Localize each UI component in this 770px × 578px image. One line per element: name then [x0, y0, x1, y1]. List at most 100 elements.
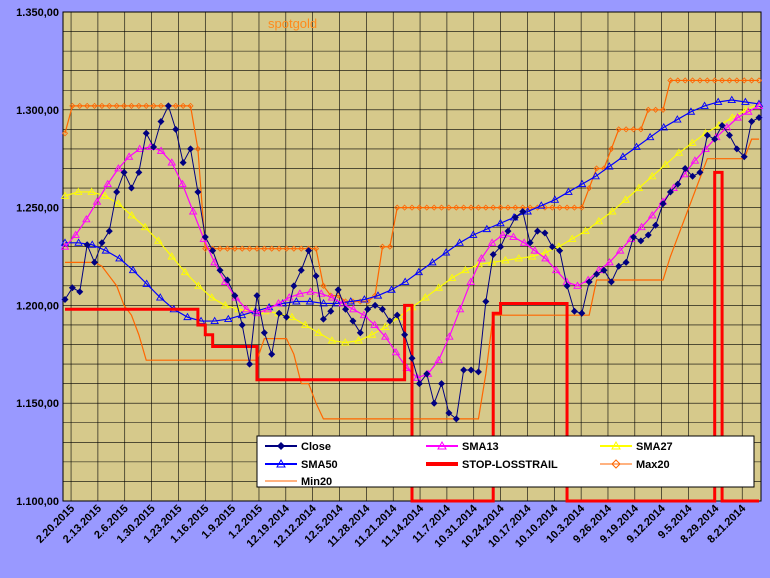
data-point-max20 [733, 77, 740, 84]
data-point-sma27 [474, 259, 484, 268]
data-point-sma13 [327, 293, 337, 301]
data-point-close [445, 409, 453, 417]
data-point-close [305, 247, 313, 255]
data-point-close [452, 415, 460, 423]
data-point-close [68, 284, 76, 292]
data-point-close [607, 278, 615, 286]
data-point-close [378, 305, 386, 313]
data-point-sma27 [114, 199, 123, 207]
data-point-sma13 [541, 254, 550, 262]
data-point-sma50 [577, 179, 587, 188]
data-point-sma50 [550, 195, 560, 203]
y-tick-label: 1.300,00 [16, 105, 59, 117]
data-point-sma50 [87, 240, 97, 248]
data-point-sma27 [567, 234, 577, 242]
data-point-sma13 [60, 242, 70, 250]
data-point-max20 [135, 102, 142, 109]
data-point-close [260, 329, 268, 337]
data-point-max20 [578, 204, 585, 211]
data-point-sma13 [370, 320, 379, 328]
data-point-sma27 [367, 330, 377, 338]
data-point-sma50 [292, 297, 301, 305]
data-point-max20 [216, 245, 224, 252]
y-tick-label: 1.200,00 [16, 300, 59, 312]
data-point-close [231, 292, 239, 300]
data-point-sma27 [527, 252, 537, 260]
data-point-close [297, 266, 305, 274]
data-point-sma50 [183, 312, 192, 321]
data-point-sma13 [103, 179, 112, 188]
data-point-max20 [386, 243, 393, 250]
data-point-sma50 [251, 306, 260, 315]
legend-entry-sma50: SMA50 [265, 458, 338, 471]
data-point-max20 [593, 165, 600, 172]
data-point-sma13 [573, 281, 582, 289]
data-point-max20 [467, 204, 475, 211]
data-point-close [622, 258, 630, 266]
data-point-sma50 [523, 207, 532, 215]
y-tick-label: 1.100,00 [16, 496, 59, 508]
data-point-close [150, 143, 158, 151]
data-point-sma50 [441, 248, 451, 256]
data-point-max20 [246, 245, 253, 252]
data-point-sma27 [220, 301, 230, 309]
data-point-sma27 [154, 236, 163, 244]
data-point-sma13 [466, 277, 476, 285]
data-point-sma50 [482, 224, 492, 233]
series-close [61, 102, 763, 423]
data-point-sma13 [744, 107, 753, 115]
data-point-max20 [563, 204, 571, 211]
data-point-close [393, 311, 401, 319]
data-point-sma27 [60, 191, 70, 199]
data-point-sma50 [128, 265, 138, 274]
data-point-sma50 [224, 314, 233, 323]
data-point-close [238, 321, 246, 329]
data-point-sma13 [754, 101, 764, 109]
data-point-max20 [490, 204, 497, 211]
data-point-sma13 [338, 299, 347, 307]
legend-label-stop-loss-trail: STOP-LOSSTRAIL [462, 459, 558, 471]
data-point-max20 [645, 106, 652, 113]
data-point-sma27 [621, 195, 630, 203]
series-line-stop-losstrail [65, 170, 759, 503]
data-point-sma50 [659, 123, 669, 131]
data-point-max20 [556, 204, 563, 211]
legend-label-max20: Max20 [636, 459, 670, 471]
data-point-close [157, 118, 165, 126]
data-point-sma13 [263, 304, 273, 313]
data-point-sma13 [92, 197, 102, 205]
data-point-max20 [276, 245, 283, 252]
data-point-max20 [696, 77, 704, 84]
data-point-sma27 [180, 267, 190, 276]
data-point-close [541, 229, 549, 237]
data-point-max20 [253, 245, 261, 252]
data-point-close [526, 239, 534, 247]
data-point-sma27 [74, 187, 83, 195]
data-point-sma13 [445, 332, 454, 340]
data-point-close [253, 292, 261, 300]
data-point-max20 [445, 204, 452, 211]
data-point-sma27 [100, 191, 110, 199]
series-line-sma50 [65, 99, 760, 322]
data-point-close [342, 305, 350, 313]
data-point-close [644, 231, 652, 239]
data-point-close [312, 272, 320, 280]
data-point-sma13 [487, 238, 497, 246]
data-point-sma27 [728, 113, 737, 121]
data-point-close [585, 278, 593, 286]
data-point-sma27 [634, 183, 644, 191]
data-point-max20 [453, 204, 460, 211]
data-point-max20 [423, 204, 430, 211]
data-point-close [98, 239, 106, 247]
data-point-close [600, 266, 608, 274]
data-point-sma27 [461, 265, 470, 274]
data-point-sma27 [647, 171, 657, 180]
data-point-close [179, 159, 187, 167]
data-point-close [474, 368, 482, 376]
data-point-max20 [128, 102, 135, 109]
data-point-close [438, 380, 446, 388]
data-point-close [703, 131, 711, 139]
data-point-sma13 [434, 355, 443, 364]
data-point-sma50 [346, 297, 356, 305]
data-point-max20 [150, 102, 157, 109]
